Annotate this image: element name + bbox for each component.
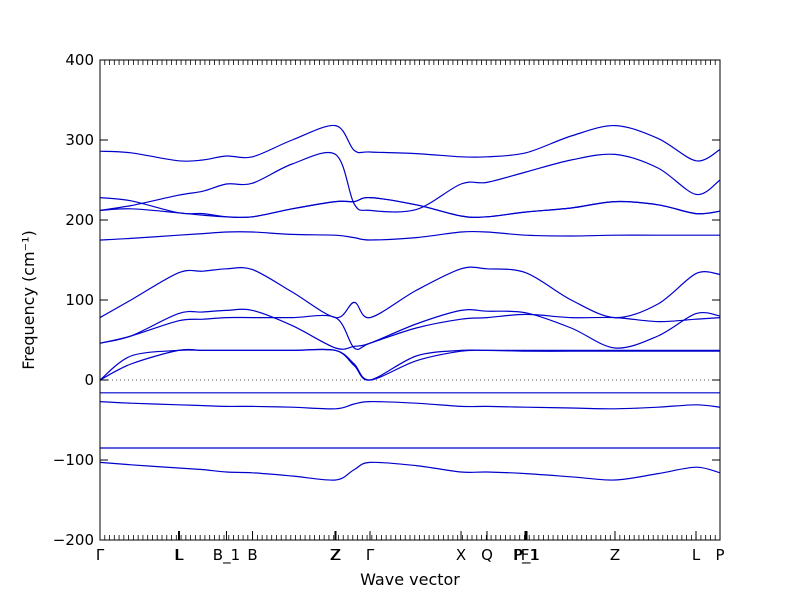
x-tick-label: L [175,546,184,564]
band-line-2 [100,151,720,213]
x-tick-label: B_1 [213,546,240,565]
x-tick-label: P_1 [513,546,539,565]
x-tick-label: B [247,546,257,564]
y-axis-label: Frequency (cm⁻¹) [19,230,38,369]
x-tick-label: Z [610,546,620,564]
band-lines [100,124,720,481]
band-line-1 [100,124,720,162]
x-tick-label: Z [330,546,340,564]
y-tick-label: −200 [53,531,94,549]
x-tick-label: P [715,546,724,564]
y-tick-label: 100 [65,291,94,309]
x-axis: Γ LL B_1 B ZZ Γ X Q FP_1P_1 Z L P [96,531,725,565]
band-line-4 [100,196,720,219]
x-tick-label: Q [481,546,493,564]
x-tick-label: L [174,546,183,564]
band-line-14 [100,461,720,481]
x-tick-label: Z [331,546,341,564]
band-line-5 [100,230,720,241]
x-tick-label: X [456,546,466,564]
x-tick-label: P_1 [514,546,540,565]
x-tick-label: F [521,546,530,564]
x-axis-label: Wave vector [360,570,460,589]
band-line-12 [100,400,720,410]
band-line-10 [100,348,720,381]
minor-ticks [99,60,721,540]
y-tick-label: 200 [65,211,94,229]
x-tick-label: L [692,546,701,564]
y-tick-label: 0 [84,371,94,389]
y-axis: −200 −100 0 100 200 300 400 [53,51,720,549]
x-tick-label: Γ [96,546,105,564]
plot-background [100,60,720,540]
y-tick-label: −100 [53,451,94,469]
band-line-8 [100,313,720,351]
y-tick-label: 300 [65,131,94,149]
x-tick-label: Γ [366,546,375,564]
y-tick-label: 400 [65,51,94,69]
